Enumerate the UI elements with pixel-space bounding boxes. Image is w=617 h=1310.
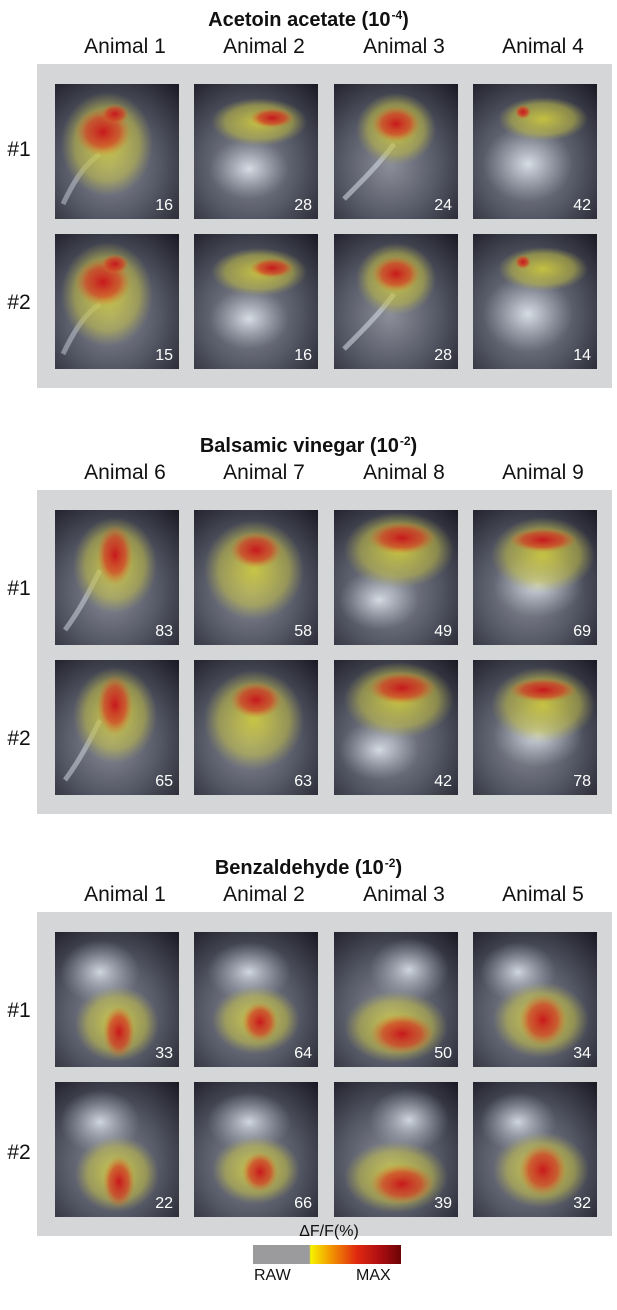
title-exponent: -4 xyxy=(391,8,403,22)
imaging-tile: 78 xyxy=(473,660,597,795)
imaging-tile: 34 xyxy=(473,932,597,1067)
imaging-tile: 50 xyxy=(334,932,458,1067)
imaging-tile: 63 xyxy=(194,660,318,795)
imaging-tile: 14 xyxy=(473,234,597,369)
imaging-tile: 22 xyxy=(55,1082,179,1217)
imaging-tile: 33 xyxy=(55,932,179,1067)
peak-dff-value: 16 xyxy=(155,197,173,214)
column-header: Animal 6 xyxy=(84,461,166,484)
column-header: Animal 1 xyxy=(84,35,166,58)
row-label: #1 xyxy=(7,577,31,600)
imaging-tile: 24 xyxy=(334,84,458,219)
peak-dff-value: 39 xyxy=(434,1195,452,1212)
title-exponent: -2 xyxy=(384,856,396,870)
imaging-tile: 66 xyxy=(194,1082,318,1217)
section-acetoin-acetate: Acetoin acetate (10-4) Animal 1 Animal 2… xyxy=(0,0,617,392)
peak-dff-value: 64 xyxy=(294,1045,312,1062)
imaging-tile: 15 xyxy=(55,234,179,369)
column-header: Animal 3 xyxy=(363,883,445,906)
peak-dff-value: 32 xyxy=(573,1195,591,1212)
image-panel: 33 64 50 34 22 66 39 32 xyxy=(37,912,612,1236)
imaging-tile: 32 xyxy=(473,1082,597,1217)
column-header: Animal 3 xyxy=(363,35,445,58)
section-title: Acetoin acetate (10-4) xyxy=(208,8,409,31)
peak-dff-value: 15 xyxy=(155,347,173,364)
row-label: #2 xyxy=(7,1141,31,1164)
column-header: Animal 9 xyxy=(502,461,584,484)
imaging-tile: 28 xyxy=(334,234,458,369)
row-label: #1 xyxy=(7,999,31,1022)
title-exponent: -2 xyxy=(399,434,411,448)
color-scale-legend: ΔF/F(%) RAW MAX xyxy=(0,1222,617,1308)
section-title: Benzaldehyde (10-2) xyxy=(214,856,403,879)
peak-dff-value: 14 xyxy=(573,347,591,364)
imaging-tile: 64 xyxy=(194,932,318,1067)
imaging-tile: 39 xyxy=(334,1082,458,1217)
legend-max-label: MAX xyxy=(356,1267,391,1284)
peak-dff-value: 83 xyxy=(155,623,173,640)
peak-dff-value: 69 xyxy=(573,623,591,640)
image-panel: 16 28 24 42 15 16 28 14 xyxy=(37,64,612,388)
peak-dff-value: 63 xyxy=(294,773,312,790)
column-header: Animal 2 xyxy=(223,35,305,58)
imaging-tile: 42 xyxy=(473,84,597,219)
section-title: Balsamic vinegar (10-2) xyxy=(199,434,418,457)
row-label: #2 xyxy=(7,291,31,314)
peak-dff-value: 28 xyxy=(294,197,312,214)
imaging-tile: 16 xyxy=(55,84,179,219)
column-header: Animal 5 xyxy=(502,883,584,906)
peak-dff-value: 58 xyxy=(294,623,312,640)
imaging-tile: 28 xyxy=(194,84,318,219)
row-label: #1 xyxy=(7,138,31,161)
peak-dff-value: 65 xyxy=(155,773,173,790)
column-header: Animal 4 xyxy=(502,35,584,58)
column-header: Animal 7 xyxy=(223,461,305,484)
legend-title: ΔF/F(%) xyxy=(299,1223,359,1240)
section-benzaldehyde: Benzaldehyde (10-2) Animal 1 Animal 2 An… xyxy=(0,848,617,1240)
section-balsamic-vinegar: Balsamic vinegar (10-2) Animal 6 Animal … xyxy=(0,426,617,818)
column-header: Animal 2 xyxy=(223,883,305,906)
column-header: Animal 1 xyxy=(84,883,166,906)
peak-dff-value: 22 xyxy=(155,1195,173,1212)
peak-dff-value: 42 xyxy=(573,197,591,214)
peak-dff-value: 16 xyxy=(294,347,312,364)
color-scale-bar xyxy=(253,1245,401,1264)
imaging-tile: 16 xyxy=(194,234,318,369)
peak-dff-value: 50 xyxy=(434,1045,452,1062)
peak-dff-value: 42 xyxy=(434,773,452,790)
imaging-tile: 42 xyxy=(334,660,458,795)
peak-dff-value: 34 xyxy=(573,1045,591,1062)
image-panel: 83 58 49 69 65 63 42 78 xyxy=(37,490,612,814)
peak-dff-value: 49 xyxy=(434,623,452,640)
peak-dff-value: 66 xyxy=(294,1195,312,1212)
peak-dff-value: 24 xyxy=(434,197,452,214)
row-label: #2 xyxy=(7,727,31,750)
imaging-tile: 49 xyxy=(334,510,458,645)
peak-dff-value: 33 xyxy=(155,1045,173,1062)
imaging-tile: 58 xyxy=(194,510,318,645)
legend-min-label: RAW xyxy=(254,1267,291,1284)
column-header: Animal 8 xyxy=(363,461,445,484)
imaging-tile: 69 xyxy=(473,510,597,645)
imaging-tile: 65 xyxy=(55,660,179,795)
peak-dff-value: 28 xyxy=(434,347,452,364)
imaging-tile: 83 xyxy=(55,510,179,645)
peak-dff-value: 78 xyxy=(573,773,591,790)
